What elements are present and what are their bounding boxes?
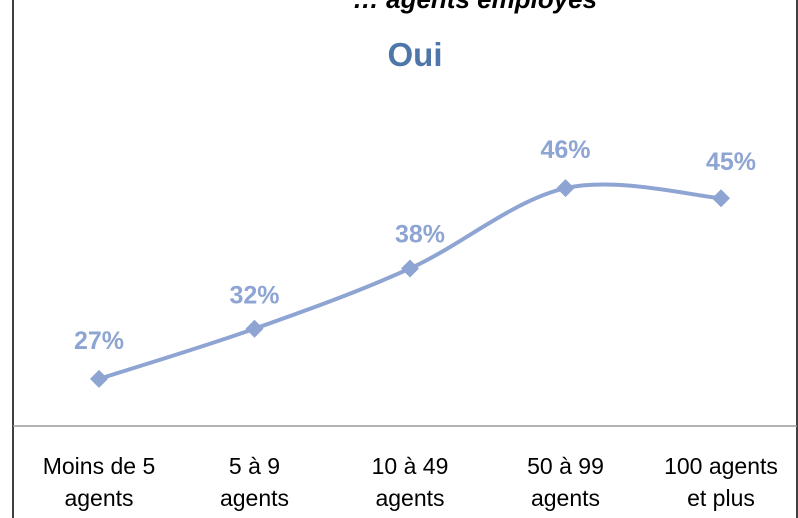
x-tick-label-5-line-2: et plus: [687, 485, 755, 511]
x-tick-label-5-line-1: 100 agents: [664, 453, 778, 479]
x-tick-label-4-line-2: agents: [531, 485, 600, 511]
data-point-5: [712, 189, 730, 208]
data-label-1: 27%: [74, 327, 124, 355]
x-tick-label-5: 100 agents et plus: [664, 453, 778, 511]
series-line-oui: [97, 182, 723, 381]
x-tick-label-3-line-1: 10 à 49: [372, 453, 449, 479]
data-point-2: [245, 319, 264, 338]
data-label-2: 32%: [229, 282, 279, 310]
x-tick-label-3-line-2: agents: [375, 485, 444, 511]
x-tick-label-2: 5 à 9 agents: [220, 453, 289, 511]
series-name-label: Oui: [388, 36, 443, 73]
x-tick-label-2-line-2: agents: [220, 485, 289, 511]
data-label-4: 46%: [540, 136, 590, 164]
data-label-3: 38%: [395, 220, 445, 248]
x-tick-label-4: 50 à 99 agents: [527, 453, 604, 511]
x-tick-label-1-line-2: agents: [64, 485, 133, 511]
x-tick-label-3: 10 à 49 agents: [372, 453, 449, 511]
chart-title: … agents employés: [353, 0, 597, 14]
data-markers: [90, 179, 730, 388]
x-tick-label-2-line-1: 5 à 9: [229, 453, 280, 479]
data-point-3: [401, 259, 419, 278]
x-tick-labels: Moins de 5 agents 5 à 9 agents 10 à 49 agents…: [43, 453, 778, 511]
x-tick-label-1-line-1: Moins de 5: [43, 453, 156, 479]
x-tick-label-1: Moins de 5 agents: [43, 453, 156, 511]
data-labels: 27% 32% 38% 46% 45%: [74, 136, 756, 355]
data-point-4: [556, 179, 575, 198]
x-tick-label-4-line-1: 50 à 99: [527, 453, 604, 479]
data-point-1: [90, 369, 108, 388]
data-label-5: 45%: [706, 148, 756, 176]
